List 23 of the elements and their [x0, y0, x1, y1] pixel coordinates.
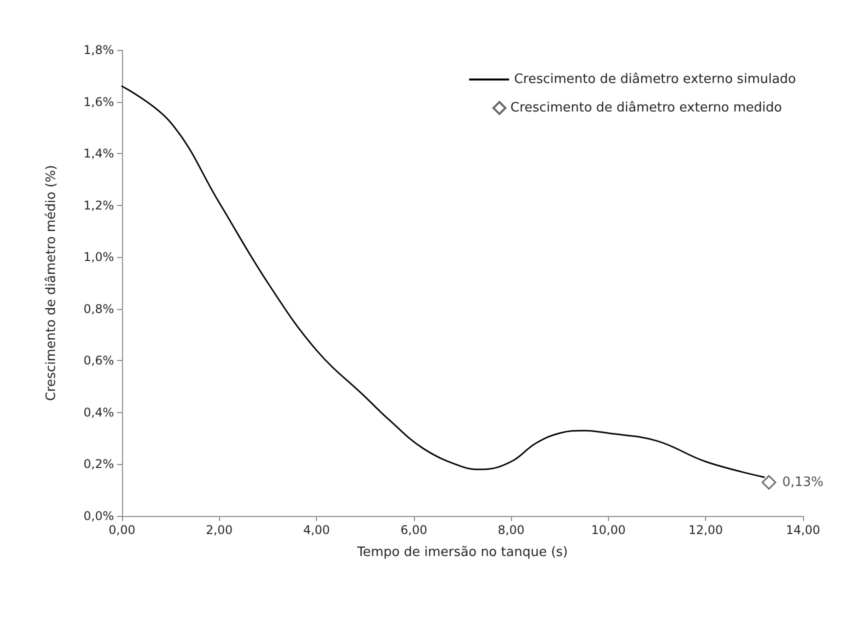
x-tick-label: 0,00 — [108, 523, 136, 537]
x-tick-label: 4,00 — [303, 523, 330, 537]
y-tick-label: 0,2% — [84, 457, 114, 472]
legend-label: Crescimento de diâmetro externo simulado — [514, 72, 796, 87]
x-tick-label: 6,00 — [400, 523, 428, 537]
y-axis-title: Crescimento de diâmetro médio (%) — [44, 165, 59, 401]
y-tick-label: 1,0% — [84, 250, 114, 264]
data-label: 0,13% — [782, 474, 824, 490]
x-tick-label: 2,00 — [206, 523, 233, 537]
x-tick-label: 14,00 — [786, 523, 820, 537]
y-tick-label: 1,2% — [84, 198, 114, 212]
y-tick-label: 0,6% — [84, 354, 114, 368]
x-tick-label: 12,00 — [688, 523, 723, 537]
y-tick-label: 1,8% — [84, 43, 114, 57]
y-tick-label: 0,0% — [84, 509, 114, 523]
x-tick-label: 10,00 — [591, 523, 626, 537]
legend-label: Crescimento de diâmetro externo medido — [510, 100, 782, 116]
x-axis-title: Tempo de imersão no tanque (s) — [356, 545, 568, 560]
y-tick-label: 0,4% — [84, 405, 114, 420]
y-tick-label: 0,8% — [84, 302, 114, 316]
y-tick-label: 1,4% — [84, 146, 114, 161]
x-tick-label: 8,00 — [498, 523, 524, 537]
y-tick-label: 1,6% — [84, 94, 114, 109]
